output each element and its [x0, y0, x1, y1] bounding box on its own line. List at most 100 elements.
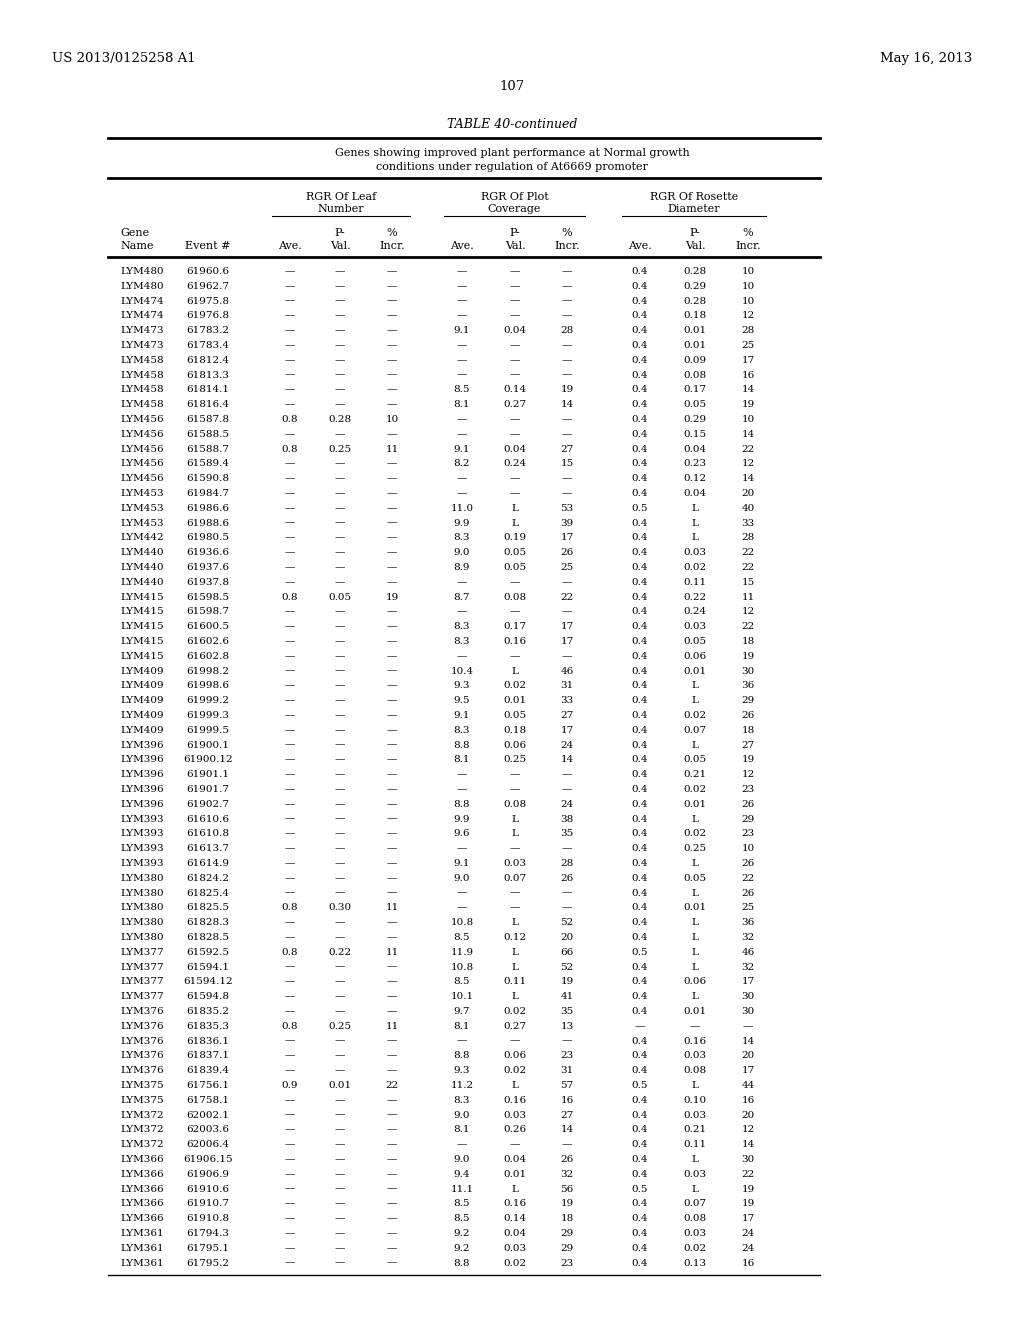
Text: 0.07: 0.07	[504, 874, 526, 883]
Text: 0.4: 0.4	[632, 962, 648, 972]
Text: L: L	[512, 519, 518, 528]
Text: 53: 53	[560, 504, 573, 512]
Text: 22: 22	[741, 548, 755, 557]
Text: —: —	[335, 326, 345, 335]
Text: —: —	[335, 1067, 345, 1076]
Text: —: —	[285, 933, 295, 942]
Text: 61988.6: 61988.6	[186, 519, 229, 528]
Text: —: —	[335, 711, 345, 719]
Text: LYM366: LYM366	[120, 1170, 164, 1179]
Text: 61598.5: 61598.5	[186, 593, 229, 602]
Text: —: —	[285, 533, 295, 543]
Text: 20: 20	[560, 933, 573, 942]
Text: —: —	[562, 414, 572, 424]
Text: —: —	[285, 859, 295, 869]
Text: —: —	[285, 1170, 295, 1179]
Text: L: L	[691, 519, 698, 528]
Text: 61901.7: 61901.7	[186, 785, 229, 795]
Text: —: —	[387, 785, 397, 795]
Text: 16: 16	[741, 371, 755, 380]
Text: 61758.1: 61758.1	[186, 1096, 229, 1105]
Text: —: —	[335, 859, 345, 869]
Text: —: —	[335, 845, 345, 853]
Text: —: —	[335, 962, 345, 972]
Text: 0.01: 0.01	[329, 1081, 351, 1090]
Text: 62002.1: 62002.1	[186, 1110, 229, 1119]
Text: —: —	[387, 993, 397, 1001]
Text: 0.02: 0.02	[683, 829, 707, 838]
Text: —: —	[285, 785, 295, 795]
Text: Incr.: Incr.	[554, 242, 580, 251]
Text: 61837.1: 61837.1	[186, 1052, 229, 1060]
Text: 27: 27	[560, 711, 573, 719]
Text: 0.4: 0.4	[632, 371, 648, 380]
Text: 0.4: 0.4	[632, 888, 648, 898]
Text: 0.06: 0.06	[504, 741, 526, 750]
Text: 19: 19	[741, 652, 755, 661]
Text: —: —	[387, 356, 397, 364]
Text: 0.4: 0.4	[632, 829, 648, 838]
Text: —: —	[387, 1214, 397, 1224]
Text: —: —	[335, 1243, 345, 1253]
Text: —: —	[457, 371, 467, 380]
Text: —: —	[285, 1036, 295, 1045]
Text: LYM376: LYM376	[120, 1036, 164, 1045]
Text: —: —	[510, 281, 520, 290]
Text: 61900.12: 61900.12	[183, 755, 232, 764]
Text: —: —	[335, 1229, 345, 1238]
Text: LYM396: LYM396	[120, 755, 164, 764]
Text: 8.5: 8.5	[454, 385, 470, 395]
Text: 61902.7: 61902.7	[186, 800, 229, 809]
Text: 9.0: 9.0	[454, 1110, 470, 1119]
Text: 0.25: 0.25	[329, 1022, 351, 1031]
Text: 0.01: 0.01	[683, 326, 707, 335]
Text: 10: 10	[741, 267, 755, 276]
Text: 0.4: 0.4	[632, 1052, 648, 1060]
Text: LYM474: LYM474	[120, 297, 164, 306]
Text: LYM380: LYM380	[120, 919, 164, 927]
Text: LYM473: LYM473	[120, 341, 164, 350]
Text: 32: 32	[741, 933, 755, 942]
Text: —: —	[335, 667, 345, 676]
Text: —: —	[562, 770, 572, 779]
Text: 0.12: 0.12	[683, 474, 707, 483]
Text: —: —	[387, 1155, 397, 1164]
Text: 61910.8: 61910.8	[186, 1214, 229, 1224]
Text: —: —	[335, 400, 345, 409]
Text: 0.03: 0.03	[504, 1110, 526, 1119]
Text: 0.06: 0.06	[683, 652, 707, 661]
Text: 11.1: 11.1	[451, 1184, 473, 1193]
Text: —: —	[335, 874, 345, 883]
Text: —: —	[335, 504, 345, 512]
Text: 61998.2: 61998.2	[186, 667, 229, 676]
Text: —: —	[335, 638, 345, 645]
Text: LYM480: LYM480	[120, 281, 164, 290]
Text: 11: 11	[385, 1022, 398, 1031]
Text: 0.8: 0.8	[282, 593, 298, 602]
Text: —: —	[562, 903, 572, 912]
Text: —: —	[510, 903, 520, 912]
Text: —: —	[510, 652, 520, 661]
Text: —: —	[457, 607, 467, 616]
Text: —: —	[285, 1258, 295, 1267]
Text: 61602.6: 61602.6	[186, 638, 229, 645]
Text: LYM458: LYM458	[120, 371, 164, 380]
Text: —: —	[562, 281, 572, 290]
Text: —: —	[457, 281, 467, 290]
Text: 0.16: 0.16	[683, 1036, 707, 1045]
Text: —: —	[387, 919, 397, 927]
Text: 61816.4: 61816.4	[186, 400, 229, 409]
Text: 0.4: 0.4	[632, 814, 648, 824]
Text: —: —	[335, 770, 345, 779]
Text: 61824.2: 61824.2	[186, 874, 229, 883]
Text: —: —	[335, 1170, 345, 1179]
Text: 8.3: 8.3	[454, 533, 470, 543]
Text: —: —	[635, 1022, 645, 1031]
Text: —: —	[562, 578, 572, 587]
Text: 9.1: 9.1	[454, 326, 470, 335]
Text: —: —	[335, 297, 345, 306]
Text: 28: 28	[741, 326, 755, 335]
Text: —: —	[285, 711, 295, 719]
Text: 8.1: 8.1	[454, 1022, 470, 1031]
Text: 0.4: 0.4	[632, 356, 648, 364]
